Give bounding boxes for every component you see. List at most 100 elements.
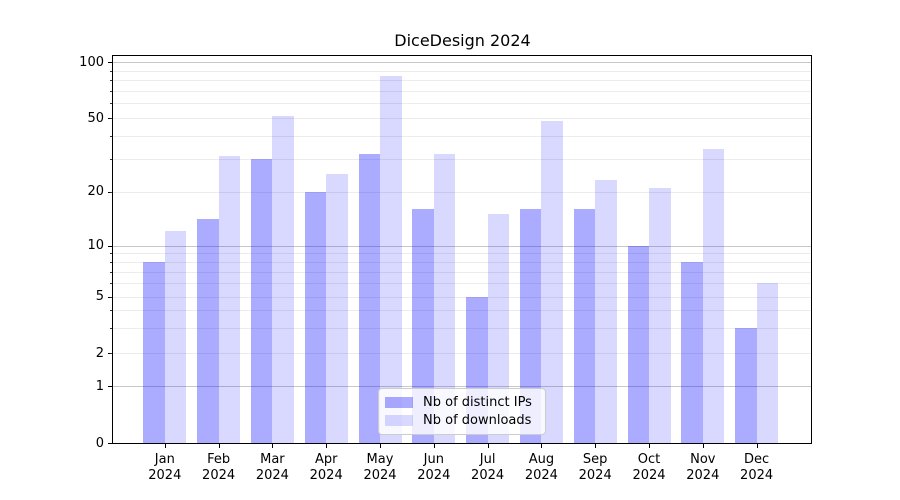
bar-ips-apr xyxy=(304,191,327,444)
bar-downloads-mar xyxy=(272,116,294,444)
x-tick-mark-aug xyxy=(541,444,543,448)
x-tick-label-nov: Nov 2024 xyxy=(671,452,735,484)
bar-downloads-aug xyxy=(541,121,563,444)
y-minor-tick-9 xyxy=(110,253,112,255)
x-tick-mark-oct xyxy=(649,444,650,448)
x-tick-month-oct: Oct xyxy=(637,452,661,467)
gridline-minor-20 xyxy=(113,191,811,193)
bar-downloads-sep xyxy=(595,180,617,444)
x-tick-label-jan: Jan 2024 xyxy=(133,452,197,484)
legend-item-distinct-ips: Nb of distinct IPs xyxy=(385,395,539,410)
x-tick-mark-jan xyxy=(164,444,166,448)
x-tick-year-aug: 2024 xyxy=(524,468,558,483)
x-tick-label-feb: Feb 2024 xyxy=(187,452,251,484)
y-minor-tick-6 xyxy=(110,283,112,285)
x-tick-label-jul: Jul 2024 xyxy=(456,452,520,484)
bar-downloads-jul xyxy=(487,214,510,444)
gridline-major-100 xyxy=(113,62,811,64)
x-tick-mark-jun xyxy=(433,444,435,448)
x-tick-mark-mar xyxy=(272,444,274,448)
y-minor-tick-8 xyxy=(110,262,112,264)
x-tick-mark-sep xyxy=(595,444,597,448)
bar-ips-mar xyxy=(250,159,273,444)
y-minor-tick-90 xyxy=(110,70,112,72)
gridline-minor-80 xyxy=(113,80,811,82)
gridline-minor-30 xyxy=(113,159,811,161)
x-tick-year-oct: 2024 xyxy=(632,468,666,483)
x-tick-month-apr: Apr xyxy=(314,452,338,467)
x-tick-month-aug: Aug xyxy=(528,452,555,467)
x-tick-month-nov: Nov xyxy=(690,452,716,467)
bar-ips-oct xyxy=(627,245,649,444)
bar-ips-may xyxy=(358,153,380,444)
x-tick-year-may: 2024 xyxy=(363,468,397,483)
y-tick-label-1: 1 xyxy=(95,378,104,394)
y-minor-tick-7 xyxy=(110,271,112,273)
x-tick-mark-may xyxy=(380,444,381,448)
bar-ips-nov xyxy=(681,262,703,444)
x-tick-year-feb: 2024 xyxy=(202,468,236,483)
plot-area xyxy=(112,55,812,444)
gridline-minor-5 xyxy=(113,296,811,298)
legend-label-downloads: Nb of downloads xyxy=(423,413,532,428)
gridline-major-10 xyxy=(113,245,811,247)
x-tick-year-mar: 2024 xyxy=(255,468,289,483)
gridline-minor-90 xyxy=(113,70,811,72)
x-tick-month-feb: Feb xyxy=(207,452,231,467)
gridline-minor-8 xyxy=(113,262,811,264)
y-minor-tick-40 xyxy=(110,135,112,137)
gridline-minor-2 xyxy=(113,353,811,355)
bar-downloads-apr xyxy=(326,173,348,444)
y-minor-tick-4 xyxy=(110,310,112,312)
bar-downloads-nov xyxy=(702,149,725,444)
y-tick-mark-0 xyxy=(108,443,112,445)
bar-ips-sep xyxy=(573,209,596,444)
y-minor-tick-20 xyxy=(110,191,112,193)
legend-item-downloads: Nb of downloads xyxy=(385,413,539,428)
x-tick-month-jan: Jan xyxy=(154,452,175,467)
bar-ips-jan xyxy=(143,262,165,444)
legend-swatch-distinct-ips xyxy=(385,397,413,408)
x-tick-month-may: May xyxy=(366,452,394,467)
x-tick-month-sep: Sep xyxy=(582,452,608,467)
bar-ips-aug xyxy=(519,209,542,444)
gridline-minor-70 xyxy=(113,90,811,92)
x-tick-label-apr: Apr 2024 xyxy=(294,452,358,484)
x-tick-year-sep: 2024 xyxy=(578,468,612,483)
x-tick-label-jun: Jun 2024 xyxy=(402,452,466,484)
bar-downloads-jun xyxy=(433,153,456,444)
y-tick-label-2: 2 xyxy=(95,345,104,361)
x-tick-mark-dec xyxy=(756,444,758,448)
y-tick-label-50: 50 xyxy=(87,110,104,126)
chart-title: DiceDesign 2024 xyxy=(394,31,531,50)
y-minor-tick-70 xyxy=(110,90,112,92)
gridline-minor-7 xyxy=(113,271,811,273)
gridline-minor-3 xyxy=(113,328,811,330)
x-tick-label-dec: Dec 2024 xyxy=(725,452,789,484)
x-tick-label-may: May 2024 xyxy=(348,452,412,484)
y-tick-label-10: 10 xyxy=(87,238,104,254)
gridline-major-1 xyxy=(113,386,811,387)
x-tick-label-mar: Mar 2024 xyxy=(240,452,304,484)
gridline-minor-50 xyxy=(113,118,811,119)
legend-swatch-downloads xyxy=(385,415,413,426)
y-minor-tick-50 xyxy=(110,118,112,119)
x-tick-month-jun: Jun xyxy=(423,452,444,467)
x-tick-label-sep: Sep 2024 xyxy=(563,452,627,484)
y-tick-label-100: 100 xyxy=(79,54,104,70)
bar-ips-feb xyxy=(197,219,219,444)
gridline-minor-6 xyxy=(113,283,811,285)
y-tick-label-20: 20 xyxy=(87,184,104,200)
x-tick-year-nov: 2024 xyxy=(686,468,720,483)
x-tick-mark-nov xyxy=(702,444,704,448)
y-tick-mark-100 xyxy=(108,62,112,64)
gridline-minor-9 xyxy=(113,253,811,255)
x-tick-label-oct: Oct 2024 xyxy=(617,452,681,484)
x-tick-mark-feb xyxy=(218,444,220,448)
y-minor-tick-5 xyxy=(110,296,112,298)
bar-ips-dec xyxy=(735,328,757,444)
gridline-minor-40 xyxy=(113,135,811,137)
bar-ips-jun xyxy=(412,209,434,444)
bar-downloads-dec xyxy=(756,283,779,444)
